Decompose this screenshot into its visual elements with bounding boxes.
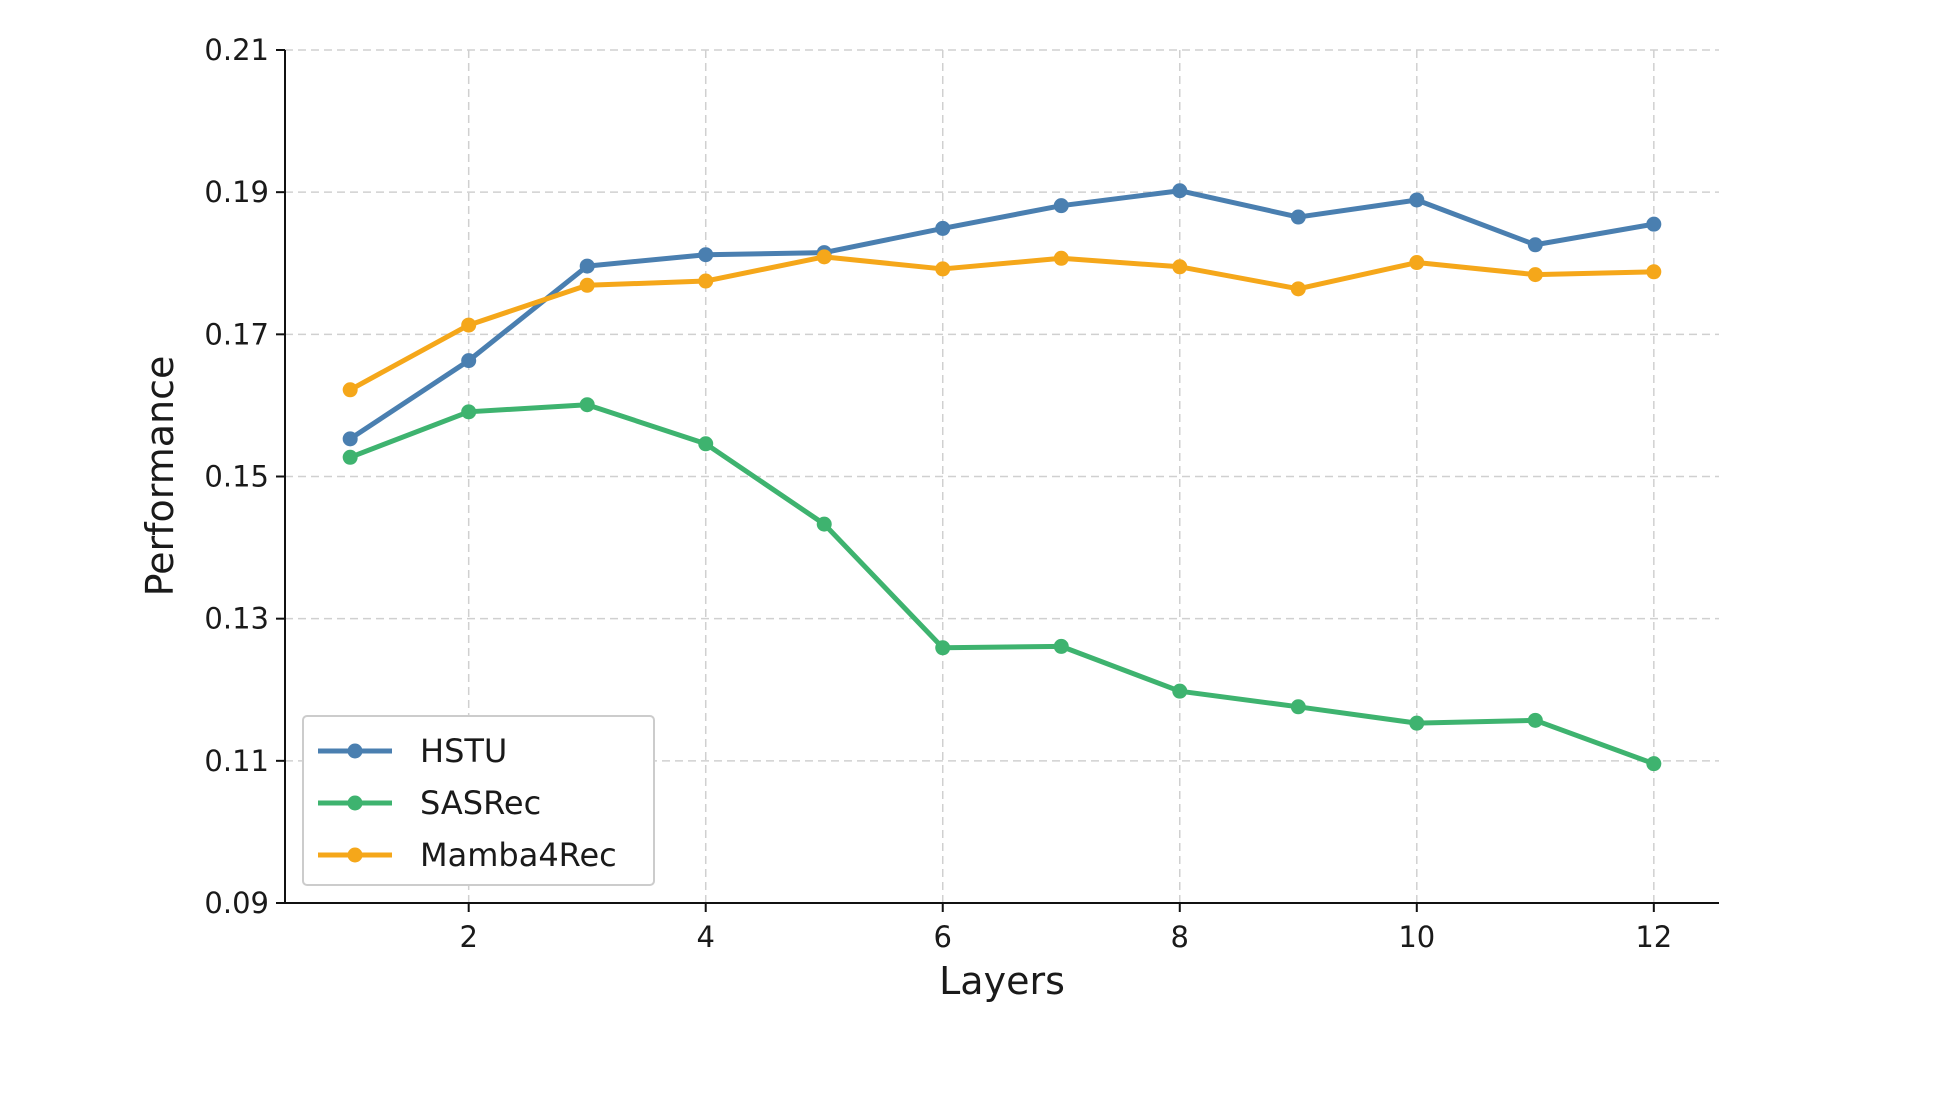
y-tick-label: 0.17 [204, 317, 269, 351]
x-tick-label: 8 [1171, 920, 1189, 954]
data-point-sasrec [579, 397, 595, 413]
data-point-mamba4rec [342, 382, 358, 398]
series-sasrec [342, 397, 1662, 772]
data-point-sasrec [1290, 699, 1306, 715]
data-point-sasrec [1053, 638, 1069, 654]
legend-marker-hstu [347, 743, 363, 759]
series-line-sasrec [347, 402, 1657, 767]
x-axis-title: Layers [939, 959, 1065, 1003]
data-point-sasrec [461, 404, 477, 420]
data-point-hstu [1290, 209, 1306, 225]
data-point-mamba4rec [1053, 250, 1069, 266]
legend-label-sasrec: SASRec [420, 784, 541, 822]
series-line-mamba4rec [347, 254, 1657, 393]
data-point-mamba4rec [1527, 267, 1543, 283]
legend-marker-mamba4rec [347, 847, 363, 863]
legend-item-hstu: HSTU [318, 732, 507, 770]
legend-marker-sasrec [347, 795, 363, 811]
data-point-sasrec [1527, 712, 1543, 728]
data-point-hstu [1172, 183, 1188, 199]
x-tick-label: 2 [459, 920, 477, 954]
x-tick-label: 6 [934, 920, 952, 954]
legend-item-mamba4rec: Mamba4Rec [318, 836, 617, 874]
data-point-hstu [461, 353, 477, 369]
data-point-mamba4rec [1409, 255, 1425, 271]
data-point-mamba4rec [461, 317, 477, 333]
legend-label-mamba4rec: Mamba4Rec [420, 836, 617, 874]
data-point-mamba4rec [1290, 281, 1306, 297]
data-point-hstu [579, 258, 595, 274]
data-point-hstu [1409, 192, 1425, 208]
data-point-hstu [342, 431, 358, 447]
data-point-hstu [1527, 237, 1543, 253]
data-point-sasrec [1409, 715, 1425, 731]
data-point-sasrec [342, 449, 358, 465]
data-point-hstu [935, 220, 951, 236]
data-point-mamba4rec [935, 261, 951, 277]
y-tick-label: 0.15 [204, 460, 269, 494]
series-lines [342, 183, 1662, 772]
y-axis-title: Performance [138, 356, 182, 597]
data-point-hstu [1053, 198, 1069, 214]
x-tick-label: 12 [1635, 920, 1672, 954]
y-tick-label: 0.09 [204, 886, 269, 920]
y-tick-label: 0.19 [204, 175, 269, 209]
x-tick-label: 10 [1398, 920, 1435, 954]
y-tick-label: 0.13 [204, 602, 269, 636]
data-point-sasrec [816, 516, 832, 532]
data-point-hstu [1646, 216, 1662, 232]
data-point-sasrec [935, 640, 951, 656]
data-point-hstu [698, 247, 714, 263]
legend-item-sasrec: SASRec [318, 784, 541, 822]
data-point-sasrec [698, 436, 714, 452]
series-line-hstu [347, 188, 1657, 442]
series-mamba4rec [342, 249, 1662, 398]
legend: HSTU SASRec Mamba4Rec [302, 715, 655, 886]
y-tick-label: 0.21 [204, 33, 269, 67]
x-tick-label: 4 [696, 920, 714, 954]
data-point-mamba4rec [1646, 264, 1662, 280]
legend-box [302, 715, 655, 886]
legend-label-hstu: HSTU [420, 732, 507, 770]
data-point-mamba4rec [579, 277, 595, 293]
axis-ticks: 0.09 0.11 0.13 0.15 0.17 0.19 0.21 2 4 6 8 10 12 [204, 33, 1672, 954]
data-point-sasrec [1646, 756, 1662, 772]
y-tick-label: 0.11 [204, 744, 269, 778]
data-point-mamba4rec [698, 273, 714, 289]
data-point-mamba4rec [1172, 259, 1188, 275]
data-point-sasrec [1172, 683, 1188, 699]
data-point-mamba4rec [816, 249, 832, 265]
